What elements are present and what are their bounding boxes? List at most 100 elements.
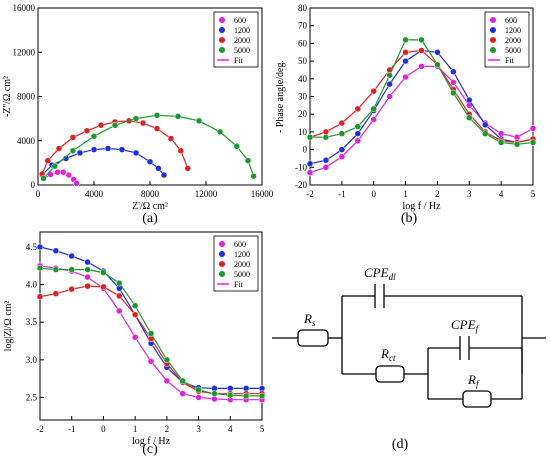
- data-point-5000: [90, 133, 98, 140]
- data-point-5000: [322, 133, 330, 141]
- data-point-1200: [306, 160, 314, 168]
- data-point-5000: [338, 130, 346, 137]
- data-point-5000: [40, 175, 47, 182]
- data-point-1200: [132, 149, 140, 157]
- data-point-600: [386, 93, 393, 100]
- data-point-600: [59, 169, 67, 176]
- label-rs: Rs: [303, 311, 316, 328]
- x-tick-label: 3: [467, 189, 472, 199]
- data-point-2000: [139, 119, 147, 127]
- data-point-600: [147, 358, 155, 365]
- data-point-5000: [450, 89, 457, 97]
- data-point-1200: [104, 145, 112, 152]
- legend-label: 600: [234, 16, 246, 25]
- data-point-2000: [68, 285, 75, 293]
- data-point-600: [116, 307, 123, 315]
- data-point-1200: [155, 165, 162, 172]
- data-point-1200: [68, 252, 75, 260]
- legend-label: 1200: [505, 26, 521, 35]
- data-point-5000: [116, 279, 123, 287]
- data-point-1200: [434, 49, 441, 56]
- x-tick-label: 4: [228, 424, 233, 434]
- data-point-1200: [450, 68, 457, 75]
- data-point-1200: [90, 146, 98, 153]
- legend-label: 2000: [234, 260, 250, 269]
- data-point-5000: [227, 391, 234, 399]
- data-point-5000: [354, 123, 362, 130]
- legend-marker-1200: [219, 27, 225, 33]
- data-point-2000: [177, 147, 185, 154]
- panel-label: (c): [142, 442, 158, 457]
- data-point-600: [195, 394, 202, 401]
- x-tick-label: 8000: [141, 189, 160, 199]
- y-tick-label: 20: [298, 109, 308, 119]
- data-point-1200: [322, 156, 330, 164]
- y-tick-label: 50: [298, 56, 308, 66]
- x-tick-label: 2: [435, 189, 440, 199]
- data-point-1200: [338, 146, 346, 153]
- data-point-600: [354, 137, 362, 144]
- plot-frame: [39, 231, 263, 421]
- x-tick-label: 1: [403, 189, 408, 199]
- y-axis-label: log|Z|/Ω cm²: [3, 301, 14, 352]
- data-point-5000: [242, 392, 250, 400]
- data-point-5000: [216, 128, 224, 136]
- legend-marker-1200: [219, 251, 225, 257]
- y-tick-label: -10: [295, 162, 307, 172]
- x-tick-label: 1: [133, 424, 138, 434]
- data-point-2000: [83, 127, 91, 135]
- data-point-1200: [36, 243, 44, 251]
- x-tick-label: 4: [499, 189, 504, 199]
- data-point-2000: [52, 290, 60, 297]
- data-point-2000: [84, 282, 91, 290]
- data-point-600: [370, 116, 377, 123]
- data-point-5000: [131, 302, 139, 309]
- legend-label: 5000: [234, 270, 250, 279]
- y-tick-label: 3.0: [26, 355, 38, 365]
- x-tick-label: -2: [306, 189, 314, 199]
- data-point-5000: [481, 130, 489, 137]
- data-point-600: [450, 79, 457, 86]
- legend-label: 2000: [234, 36, 250, 45]
- x-tick-label: 2: [165, 424, 170, 434]
- data-point-600: [402, 73, 409, 81]
- x-tick-label: 4000: [85, 189, 104, 199]
- legend-marker-2000: [219, 37, 225, 43]
- data-point-2000: [97, 122, 105, 129]
- data-point-600: [338, 153, 346, 160]
- data-point-5000: [174, 113, 182, 120]
- legend-label: 1200: [234, 26, 250, 35]
- data-point-5000: [258, 392, 266, 400]
- legend-label: 5000: [234, 46, 250, 55]
- data-point-5000: [163, 356, 171, 364]
- data-point-1200: [466, 96, 473, 104]
- legend-label: Fit: [505, 56, 515, 65]
- x-tick-label: 0: [101, 424, 106, 434]
- y-tick-label: 4000: [17, 136, 36, 146]
- data-point-5000: [497, 139, 505, 146]
- data-point-2000: [402, 49, 409, 56]
- data-point-2000: [116, 292, 123, 300]
- data-point-5000: [36, 264, 44, 272]
- data-point-2000: [418, 47, 425, 54]
- panel-d-equivalent-circuit: Rs CPEdl Rct CPEf Rf (d): [272, 265, 546, 452]
- legend-marker-1200: [490, 27, 496, 33]
- data-point-5000: [195, 117, 203, 125]
- legend-label: 2000: [505, 36, 521, 45]
- panel-a-nyquist-chart: 0 4000 8000 12000 16000 0 4000 8000 12000 16000 Z'…: [2, 3, 274, 226]
- data-point-5000: [513, 141, 521, 148]
- data-point-5000: [153, 112, 161, 119]
- y-tick-label: 2.5: [26, 392, 38, 402]
- data-point-2000: [36, 293, 44, 300]
- data-point-5000: [111, 122, 119, 129]
- data-point-5000: [529, 139, 537, 146]
- data-point-5000: [244, 157, 252, 164]
- data-point-2000: [370, 87, 377, 95]
- y-axis-label: -Z''/Ω cm²: [2, 76, 13, 117]
- data-point-600: [179, 390, 186, 397]
- data-point-5000: [68, 266, 75, 273]
- x-tick-label: -2: [36, 424, 44, 434]
- label-cpe-dl: CPEdl: [364, 265, 396, 282]
- data-point-2000: [167, 135, 175, 142]
